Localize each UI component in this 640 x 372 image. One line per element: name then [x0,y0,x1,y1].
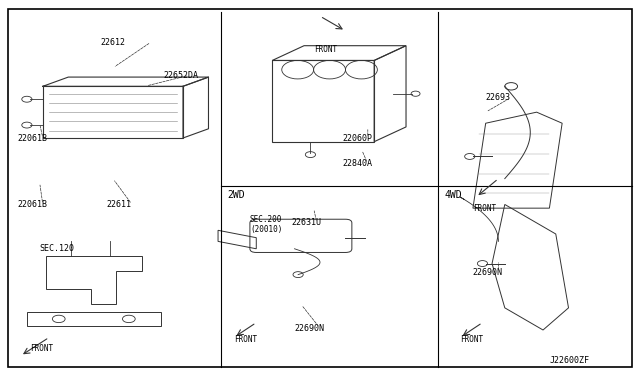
Text: J22600ZF: J22600ZF [549,356,589,365]
Text: 22652DA: 22652DA [164,71,199,80]
Text: SEC.200
(20010): SEC.200 (20010) [250,215,282,234]
Text: 2WD: 2WD [228,190,245,200]
Text: FRONT: FRONT [234,335,257,344]
Text: 22631U: 22631U [291,218,321,227]
Text: 22612: 22612 [100,38,125,46]
Text: 22060P: 22060P [342,134,372,142]
Text: FRONT: FRONT [314,45,337,54]
Text: 22693: 22693 [486,93,511,102]
Text: 22061B: 22061B [17,200,47,209]
Text: 4WD: 4WD [444,190,462,200]
Text: 22690N: 22690N [294,324,324,333]
Text: 22690N: 22690N [473,268,503,277]
Text: 22061B: 22061B [17,134,47,142]
Text: FRONT: FRONT [460,335,483,344]
Text: FRONT: FRONT [30,344,53,353]
Text: FRONT: FRONT [473,203,496,213]
Text: SEC.120: SEC.120 [40,244,75,253]
Text: 22611: 22611 [106,200,132,209]
Text: 22840A: 22840A [342,159,372,169]
